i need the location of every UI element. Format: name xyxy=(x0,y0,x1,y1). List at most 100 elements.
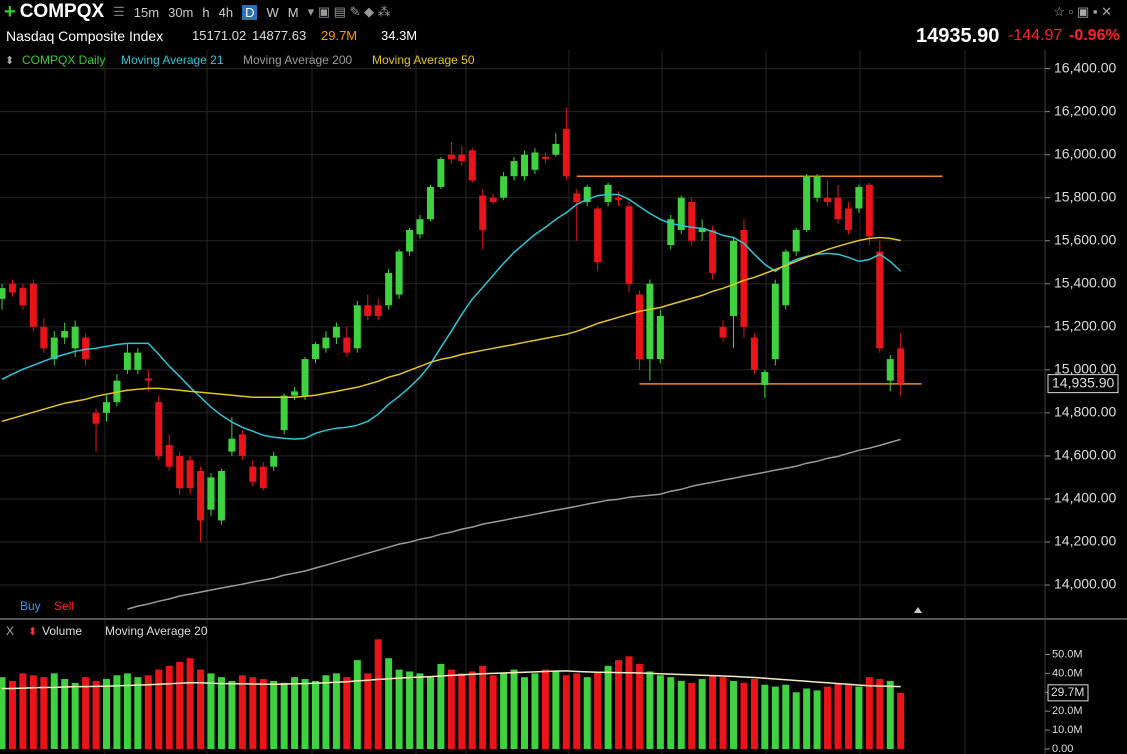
timeframe[interactable]: 15m xyxy=(133,4,160,20)
change-percent: -0.96% xyxy=(1069,27,1120,44)
volume-bar xyxy=(259,679,267,749)
y-tick-label: 15,800.00 xyxy=(1054,188,1116,204)
toolbar: + COMPQX ☰ 15m 30m h 4h D W M ▾ ▣ ▤ ✎ ◆ … xyxy=(0,0,1127,24)
volume-bar xyxy=(437,663,445,749)
candle-body xyxy=(510,161,518,177)
volume-bar xyxy=(92,680,100,749)
candle-body xyxy=(500,176,508,198)
volume-bar xyxy=(134,677,142,749)
volume-bar xyxy=(771,686,779,749)
candle-body xyxy=(19,288,27,306)
y-tick-label: 16,400.00 xyxy=(1054,59,1116,75)
timeframe[interactable]: 30m xyxy=(168,4,194,20)
candle-body xyxy=(385,273,393,306)
index-name: Nasdaq Composite Index xyxy=(6,28,164,44)
timeframe[interactable]: h xyxy=(202,4,210,20)
y-tick-label: 16,200.00 xyxy=(1054,102,1116,118)
volume-bar xyxy=(625,656,633,749)
dropdown-icon[interactable]: ▾ ▣ ▤ ✎ ◆ ⁂ xyxy=(307,4,391,19)
candle-body xyxy=(50,337,58,360)
y-tick-label: 14,600.00 xyxy=(1054,447,1116,463)
volume-bar xyxy=(646,671,654,749)
candle-body xyxy=(249,466,257,482)
volume-bar xyxy=(61,679,69,749)
volume-bar xyxy=(855,686,863,749)
legend-ma[interactable]: Moving Average 50 xyxy=(372,53,475,67)
symbol[interactable]: COMPQX xyxy=(19,1,105,22)
y-tick-label: 40.0M xyxy=(1052,667,1083,679)
candle-body xyxy=(625,206,633,284)
candle-body xyxy=(0,288,6,299)
volume-bar xyxy=(709,675,717,749)
candle-body xyxy=(719,326,727,338)
timeframe[interactable]: M xyxy=(287,4,299,20)
y-tick-label: 10.0M xyxy=(1052,724,1083,736)
volume: 29.7M xyxy=(321,28,358,43)
timeframe[interactable]: D xyxy=(242,4,258,20)
legend-price[interactable]: COMPQX Daily xyxy=(22,53,105,67)
candle-body xyxy=(280,395,288,431)
window-icons[interactable]: ☆ ▫ ▣ ▪ ✕ xyxy=(1053,4,1113,19)
volume-bar xyxy=(176,662,184,749)
legend-volume[interactable]: Volume xyxy=(42,624,82,638)
candle-body xyxy=(71,326,79,349)
legend-ma[interactable]: Moving Average 200 xyxy=(243,53,353,67)
candle-body xyxy=(677,197,685,230)
candle-body xyxy=(750,337,758,370)
last-volume-box xyxy=(1047,684,1089,702)
y-tick-label: 15,200.00 xyxy=(1054,318,1116,334)
timeframe[interactable]: 4h xyxy=(218,4,234,20)
moving-average xyxy=(127,438,901,610)
legend-ma[interactable]: Moving Average 21 xyxy=(121,53,224,67)
candle-body xyxy=(332,326,340,338)
volume-bar xyxy=(186,658,194,749)
volume-bar xyxy=(698,679,706,749)
candle-body xyxy=(353,305,361,349)
volume-bar xyxy=(740,682,748,749)
candle-body xyxy=(395,251,403,295)
candle-body xyxy=(144,378,152,381)
candle-body xyxy=(771,283,779,360)
candle-body xyxy=(583,186,591,203)
candle-body xyxy=(521,154,528,177)
volume-bar xyxy=(50,673,58,749)
volume-bar xyxy=(844,684,852,749)
menu-icon[interactable]: ☰ xyxy=(113,4,125,19)
volume-bar xyxy=(40,677,48,749)
volume-bar xyxy=(406,671,414,749)
legend-volume-ma[interactable]: Moving Average 20 xyxy=(105,624,208,638)
candle-body xyxy=(61,331,69,338)
candle-body xyxy=(865,184,873,237)
candle-body xyxy=(291,391,299,396)
candle-body xyxy=(238,434,246,456)
buy-button[interactable]: Buy xyxy=(20,599,41,613)
volume-bar xyxy=(824,686,832,749)
volume-bar xyxy=(301,679,309,749)
volume-bar xyxy=(677,680,685,749)
close-pane[interactable]: X xyxy=(6,624,14,638)
candle-body xyxy=(667,219,675,246)
timeframe[interactable]: W xyxy=(266,4,279,20)
volume-bar xyxy=(322,675,330,749)
candle-body xyxy=(197,470,205,521)
volume-bar xyxy=(615,660,623,749)
volume-bar xyxy=(521,677,528,749)
volume-bar xyxy=(82,677,90,749)
add-icon[interactable]: + xyxy=(4,0,16,23)
candle-body xyxy=(113,380,121,403)
volume-bar xyxy=(395,669,403,749)
sell-button[interactable]: Sell xyxy=(54,599,74,613)
candle-body xyxy=(176,455,184,489)
candle-body xyxy=(792,229,800,252)
volume-bar xyxy=(510,669,518,749)
volume-bar xyxy=(270,680,278,749)
last-price: 14935.90 xyxy=(916,25,1000,47)
volume-bar xyxy=(103,679,110,749)
candle-body xyxy=(322,337,330,349)
candle-body xyxy=(824,197,832,203)
volume-bar xyxy=(155,669,163,749)
candle-body xyxy=(155,402,163,456)
candle-body xyxy=(615,197,623,200)
y-tick-label: 14,200.00 xyxy=(1054,533,1116,549)
volume-bar xyxy=(113,675,121,749)
